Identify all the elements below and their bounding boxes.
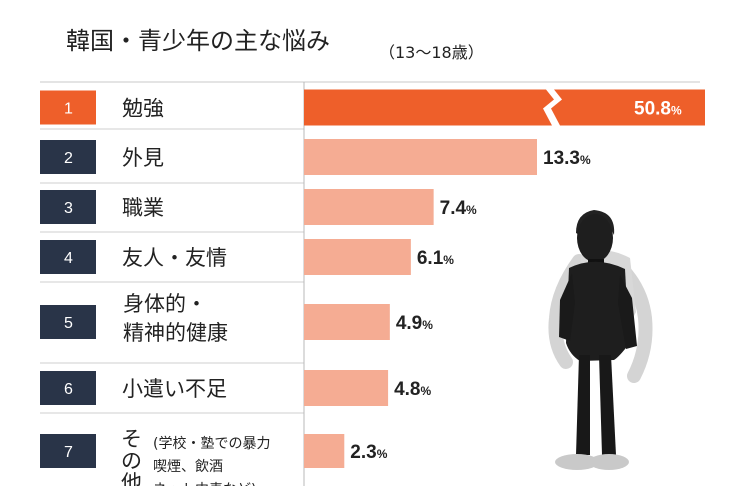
value-label-6-unit: % <box>421 384 432 398</box>
value-label-3: 7.4% <box>440 198 477 219</box>
value-label-2: 13.3% <box>543 148 591 169</box>
student-left-arm <box>559 273 575 341</box>
rank-label-2: 2 <box>64 150 73 167</box>
category-row-4: 4 友人・友情 <box>40 240 304 283</box>
category-label-7: その他 <box>121 427 142 486</box>
value-label-3-unit: % <box>466 203 477 217</box>
rank-label-1: 1 <box>64 101 73 118</box>
bar-6 <box>304 370 389 406</box>
chart-subtitle: （13〜18歳） <box>379 43 484 62</box>
category-row-5: 5 身体的・精神的健康 <box>40 292 304 364</box>
bar-3 <box>304 189 434 225</box>
value-label-5-unit: % <box>422 318 433 332</box>
rank-label-5: 5 <box>64 315 73 332</box>
bar-1 <box>304 89 705 126</box>
bar-7 <box>304 434 345 468</box>
category-row-3: 3 職業 <box>40 190 304 233</box>
category-note-7-line: 喫煙、飲酒 <box>153 459 223 475</box>
student-right-leg <box>599 355 616 455</box>
value-label-4: 6.1% <box>417 248 454 269</box>
value-label-7-number: 2.3 <box>350 442 376 463</box>
category-label-7-char: の <box>121 449 142 473</box>
backpack-strap-left <box>548 254 586 369</box>
value-label-5-number: 4.9 <box>396 313 422 334</box>
value-label-7: 2.3% <box>350 442 387 463</box>
rank-box-2 <box>40 140 96 174</box>
category-row-1: 1 勉強 <box>40 90 304 130</box>
rank-label-4: 4 <box>64 250 73 267</box>
rank-label-3: 3 <box>64 200 73 217</box>
category-label-7-char: 他 <box>121 471 142 486</box>
axis-break-mark <box>543 89 562 126</box>
student-left-leg <box>576 355 590 455</box>
category-label-7-char: そ <box>121 427 142 451</box>
rank-box-6 <box>40 371 96 405</box>
bar-5 <box>304 304 390 340</box>
category-label-3: 職業 <box>122 196 164 220</box>
value-label-1-unit: % <box>671 104 682 118</box>
bar-series: 50.8%13.3%7.4%6.1%4.9%4.8%2.3% <box>304 89 705 468</box>
student-head <box>577 214 613 262</box>
value-label-5: 4.9% <box>396 313 433 334</box>
category-row-2: 2 外見 <box>40 140 304 184</box>
category-label-5-line: 身体的・ <box>123 292 207 316</box>
value-label-6-number: 4.8 <box>394 379 420 400</box>
student-left-shoe <box>555 454 599 470</box>
category-rows: 1 勉強 2 外見 3 職業 4 友人・友情 5 身体的・精神的健康 6 小遣い不足 7 その他 (学校・塾… <box>40 82 305 486</box>
student-right-shoe <box>589 454 629 470</box>
rank-label-6: 6 <box>64 381 73 398</box>
rank-label-7: 7 <box>64 444 73 461</box>
category-label-5: 身体的・精神的健康 <box>123 292 228 345</box>
category-label-1: 勉強 <box>122 97 164 121</box>
value-label-4-number: 6.1 <box>417 248 444 269</box>
value-label-1: 50.8% <box>634 99 682 120</box>
rank-box-5 <box>40 305 96 339</box>
category-note-7-line: ネット中毒など) <box>153 482 256 486</box>
bar-4 <box>304 239 411 275</box>
rank-box-1 <box>40 90 96 125</box>
chart-title: 韓国・青少年の主な悩み <box>66 27 330 55</box>
category-label-2: 外見 <box>122 146 164 170</box>
bar-2 <box>304 139 537 175</box>
category-row-7: 7 その他 (学校・塾での暴力喫煙、飲酒ネット中毒など) <box>40 427 270 486</box>
category-label-5-line: 精神的健康 <box>123 321 228 345</box>
value-label-7-unit: % <box>377 447 388 461</box>
rank-box-7 <box>40 434 96 468</box>
rank-box-4 <box>40 240 96 274</box>
value-label-3-number: 7.4 <box>440 198 467 219</box>
rank-box-3 <box>40 190 96 224</box>
category-label-6: 小遣い不足 <box>122 377 227 401</box>
value-label-6: 4.8% <box>394 379 431 400</box>
category-note-7-line: (学校・塾での暴力 <box>153 435 270 452</box>
student-with-backpack-illustration <box>548 210 653 470</box>
student-right-arm <box>618 275 637 349</box>
category-label-4: 友人・友情 <box>122 246 227 270</box>
value-label-1-number: 50.8 <box>634 99 671 120</box>
category-note-7: (学校・塾での暴力喫煙、飲酒ネット中毒など) <box>153 435 270 486</box>
value-label-2-number: 13.3 <box>543 148 580 169</box>
category-row-6: 6 小遣い不足 <box>40 371 304 414</box>
student-torso <box>566 261 629 361</box>
value-label-2-unit: % <box>580 153 591 167</box>
value-label-4-unit: % <box>443 253 454 267</box>
